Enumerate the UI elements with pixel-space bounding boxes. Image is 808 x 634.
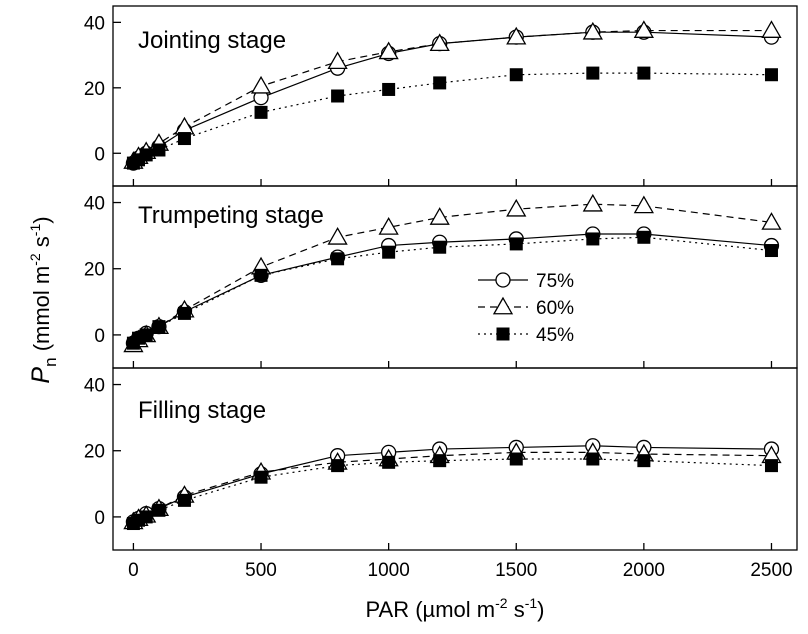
data-point bbox=[327, 226, 348, 245]
x-tick-label: 2500 bbox=[750, 560, 792, 581]
data-point bbox=[382, 455, 396, 469]
data-point bbox=[509, 452, 523, 466]
data-point bbox=[637, 454, 651, 468]
legend-entry: 75% bbox=[478, 271, 574, 292]
y-tick-label: 20 bbox=[84, 260, 105, 281]
legend: 75% 60% 45% bbox=[478, 271, 574, 346]
data-point bbox=[254, 105, 268, 119]
data-point bbox=[582, 21, 603, 40]
data-point bbox=[139, 148, 153, 162]
panel-title: Trumpeting stage bbox=[138, 202, 324, 229]
data-point bbox=[764, 68, 778, 82]
data-point bbox=[139, 510, 153, 524]
data-point bbox=[152, 503, 166, 517]
data-point bbox=[429, 33, 450, 52]
x-tick-label: 1500 bbox=[495, 560, 537, 581]
data-point bbox=[378, 217, 399, 235]
legend-label: 60% bbox=[536, 298, 574, 319]
legend-label: 75% bbox=[536, 271, 574, 292]
data-point bbox=[582, 193, 603, 212]
data-point bbox=[586, 452, 600, 466]
data-point bbox=[586, 232, 600, 246]
data-point bbox=[761, 20, 782, 38]
data-point bbox=[586, 66, 600, 80]
data-point bbox=[506, 198, 527, 217]
data-point bbox=[433, 454, 447, 468]
data-point bbox=[764, 459, 778, 473]
x-tick-label: 500 bbox=[245, 560, 277, 581]
data-point bbox=[764, 244, 778, 258]
data-point bbox=[633, 20, 654, 38]
data-point bbox=[177, 493, 191, 507]
axis-labels: PAR (µmol m-2 s-1) Pn (mmol m-2 s-1) bbox=[27, 216, 544, 622]
data-point bbox=[139, 328, 153, 342]
panel-1: 0 20 40 Jointing stage bbox=[84, 5, 798, 187]
x-tick-label: 0 bbox=[128, 560, 139, 581]
data-point bbox=[331, 252, 345, 266]
y-tick-label: 0 bbox=[94, 144, 105, 165]
series-75pct bbox=[125, 226, 780, 351]
data-point bbox=[382, 82, 396, 96]
y-tick-label: 0 bbox=[94, 508, 105, 529]
y-tick-label: 20 bbox=[84, 442, 105, 463]
data-point bbox=[331, 89, 345, 103]
data-point bbox=[637, 66, 651, 80]
x-tick-label: 2000 bbox=[623, 560, 665, 581]
data-point bbox=[254, 268, 268, 282]
panel-title: Filling stage bbox=[138, 397, 266, 424]
data-point bbox=[509, 237, 523, 251]
data-point bbox=[637, 230, 651, 244]
legend-entry: 45% bbox=[478, 325, 574, 346]
data-point bbox=[327, 51, 348, 70]
data-point bbox=[250, 75, 272, 94]
data-point bbox=[433, 240, 447, 254]
data-point bbox=[254, 470, 268, 484]
data-point bbox=[633, 195, 654, 214]
panel-frame bbox=[112, 367, 798, 551]
series-line bbox=[132, 233, 772, 344]
data-point bbox=[382, 245, 396, 259]
data-point bbox=[174, 116, 195, 135]
series-line bbox=[133, 445, 772, 523]
legend-marker bbox=[495, 272, 511, 288]
data-point bbox=[152, 143, 166, 157]
data-point bbox=[506, 26, 527, 45]
data-point bbox=[761, 212, 782, 230]
panel-2: 0 20 40 Trumpeting stage bbox=[84, 185, 798, 369]
legend-entry: 60% bbox=[478, 296, 574, 319]
x-tick-label: 1000 bbox=[368, 560, 410, 581]
y-tick-label: 0 bbox=[94, 326, 105, 347]
y-tick-label: 40 bbox=[84, 13, 105, 34]
data-point bbox=[429, 207, 450, 225]
legend-marker bbox=[496, 327, 510, 341]
panel-title: Jointing stage bbox=[138, 27, 286, 54]
data-point bbox=[433, 76, 447, 90]
panel-3: 0 20 40 0 500 1000 1500 2000 2500 Filling stage bbox=[84, 367, 798, 581]
legend-marker bbox=[492, 296, 514, 315]
panels-group: 0 20 40 Jointing stage 0 20 40 Trumpeting stage… bbox=[84, 5, 798, 581]
data-point bbox=[152, 320, 166, 334]
legend-label: 45% bbox=[536, 325, 574, 346]
y-tick-label: 40 bbox=[84, 194, 105, 215]
data-point bbox=[378, 41, 399, 60]
series-line bbox=[133, 458, 772, 525]
y-tick-label: 20 bbox=[84, 79, 105, 100]
data-point bbox=[331, 459, 345, 473]
series-45pct bbox=[126, 66, 778, 170]
y-tick-label: 40 bbox=[84, 376, 105, 397]
series-45pct bbox=[126, 230, 778, 350]
series-45pct bbox=[126, 452, 778, 531]
data-point bbox=[177, 132, 191, 146]
x-axis-label: PAR (µmol m-2 s-1) bbox=[366, 595, 545, 622]
y-axis-label: Pn (mmol m-2 s-1) bbox=[27, 216, 60, 383]
series-line bbox=[133, 72, 772, 164]
data-point bbox=[509, 68, 523, 82]
data-point bbox=[177, 306, 191, 320]
